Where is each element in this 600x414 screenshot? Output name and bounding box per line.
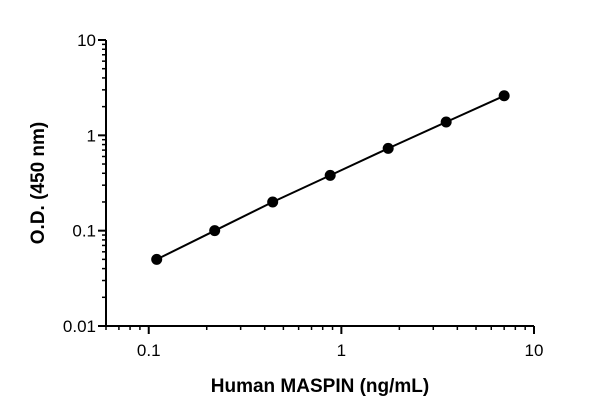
- data-point: [267, 196, 279, 208]
- y-tick-label: 1: [87, 126, 96, 145]
- plot-area: [151, 90, 510, 265]
- y-tick-label: 10: [77, 31, 96, 50]
- data-point: [382, 142, 394, 154]
- y-axis: 0.01 0.1 1 10: [63, 31, 107, 336]
- data-point: [440, 116, 452, 128]
- x-tick-label: 10: [525, 341, 544, 360]
- data-point: [498, 90, 510, 102]
- y-tick-label: 0.1: [72, 222, 96, 241]
- y-axis-title: O.D. (450 nm): [28, 122, 49, 244]
- data-point: [324, 169, 336, 181]
- x-axis-title: Human MASPIN (ng/mL): [211, 376, 430, 397]
- data-point: [209, 225, 221, 237]
- x-tick-label: 0.1: [137, 341, 161, 360]
- x-axis: 0.1 1 10: [105, 325, 544, 360]
- data-point: [151, 253, 163, 265]
- y-tick-label: 0.01: [63, 317, 96, 336]
- x-tick-label: 1: [337, 341, 346, 360]
